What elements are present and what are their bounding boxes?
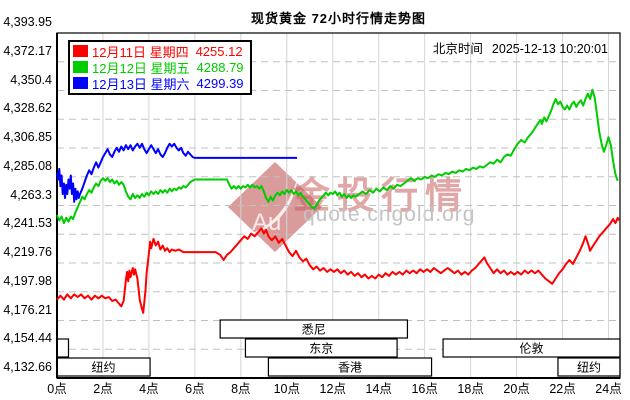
y-tick-label: 4,197.98 xyxy=(3,273,52,288)
x-tick-label: 16点 xyxy=(411,382,438,396)
x-tick-label: 2点 xyxy=(93,382,113,396)
session-bar-label: 纽约 xyxy=(577,360,601,375)
y-tick-label: 4,219.76 xyxy=(3,245,52,259)
y-tick-label: 4,328.62 xyxy=(3,101,52,116)
legend-swatch-blue xyxy=(73,77,88,89)
session-bar xyxy=(244,338,398,358)
legend-value: 4288.79 xyxy=(196,59,244,75)
legend-label: 12月12日 星期五 xyxy=(92,60,190,76)
watermark-site-url: quote.cngold.org xyxy=(303,203,476,226)
x-tick-label: 14点 xyxy=(365,382,392,396)
x-tick-label: 20点 xyxy=(503,382,530,396)
x-tick-label: 12点 xyxy=(319,382,346,396)
watermark-brand: 金投行情 xyxy=(293,175,469,216)
y-tick-label: 4,154.44 xyxy=(3,331,52,346)
legend-value: 4299.39 xyxy=(196,75,244,91)
x-tick-label: 22点 xyxy=(549,382,576,396)
session-bar-label: 伦敦 xyxy=(520,341,544,356)
price-line-dec13-blue xyxy=(56,142,298,203)
x-tick-label: 24点 xyxy=(595,382,622,396)
legend-item-dec12: 12月12日 星期五 4288.79 xyxy=(73,59,244,76)
y-tick-label: 4,132.66 xyxy=(3,360,52,374)
x-tick-label: 4点 xyxy=(139,382,159,396)
session-bar-label: 东京 xyxy=(309,342,333,356)
price-line-dec12-green xyxy=(56,88,619,225)
y-tick-label: 4,241.53 xyxy=(3,216,52,231)
legend-swatch-green xyxy=(73,61,88,73)
x-tick-label: 6点 xyxy=(185,382,205,396)
session-bar-label: 悉尼 xyxy=(302,323,326,337)
session-bar-label: 纽约 xyxy=(92,360,116,375)
y-tick-label: 4,263.3 xyxy=(10,187,52,202)
legend-item-dec11: 12月11日 星期四 4255.12 xyxy=(73,43,244,60)
x-tick-label: 10点 xyxy=(273,382,300,396)
y-tick-label: 4,176.21 xyxy=(3,302,52,317)
y-tick-label: 4,350.4 xyxy=(10,72,52,87)
session-bar xyxy=(267,357,433,377)
y-tick-label: 4,393.95 xyxy=(3,15,52,29)
beijing-time: 北京时间 2025-12-13 10:20:01 xyxy=(433,38,608,57)
x-tick-label: 18点 xyxy=(457,382,484,396)
y-tick-label: 4,372.17 xyxy=(3,43,52,58)
legend-label: 12月13日 星期六 xyxy=(92,76,190,92)
beijing-time-label: 北京时间 xyxy=(432,42,483,56)
y-tick-label: 4,306.85 xyxy=(3,130,52,144)
legend-box: 12月11日 星期四 4255.12 12月12日 星期五 4288.79 12… xyxy=(68,40,252,95)
session-bar-label: 香港 xyxy=(338,361,362,375)
legend-label: 12月11日 星期四 xyxy=(92,44,189,60)
price-line-dec11-red xyxy=(56,216,620,314)
legend-value: 4255.12 xyxy=(195,43,243,59)
x-tick-label: 0点 xyxy=(47,382,67,396)
y-tick-label: 4,285.08 xyxy=(3,158,52,173)
legend-swatch-red xyxy=(73,45,88,57)
beijing-time-value: 2025-12-13 10:20:01 xyxy=(491,42,608,56)
x-tick-label: 8点 xyxy=(231,382,251,396)
legend-item-dec13: 12月13日 星期六 4299.39 xyxy=(73,75,244,92)
session-bar xyxy=(219,319,409,339)
chart-title: 现货黄金 72小时行情走势图 xyxy=(250,11,427,26)
session-bar xyxy=(56,338,70,358)
